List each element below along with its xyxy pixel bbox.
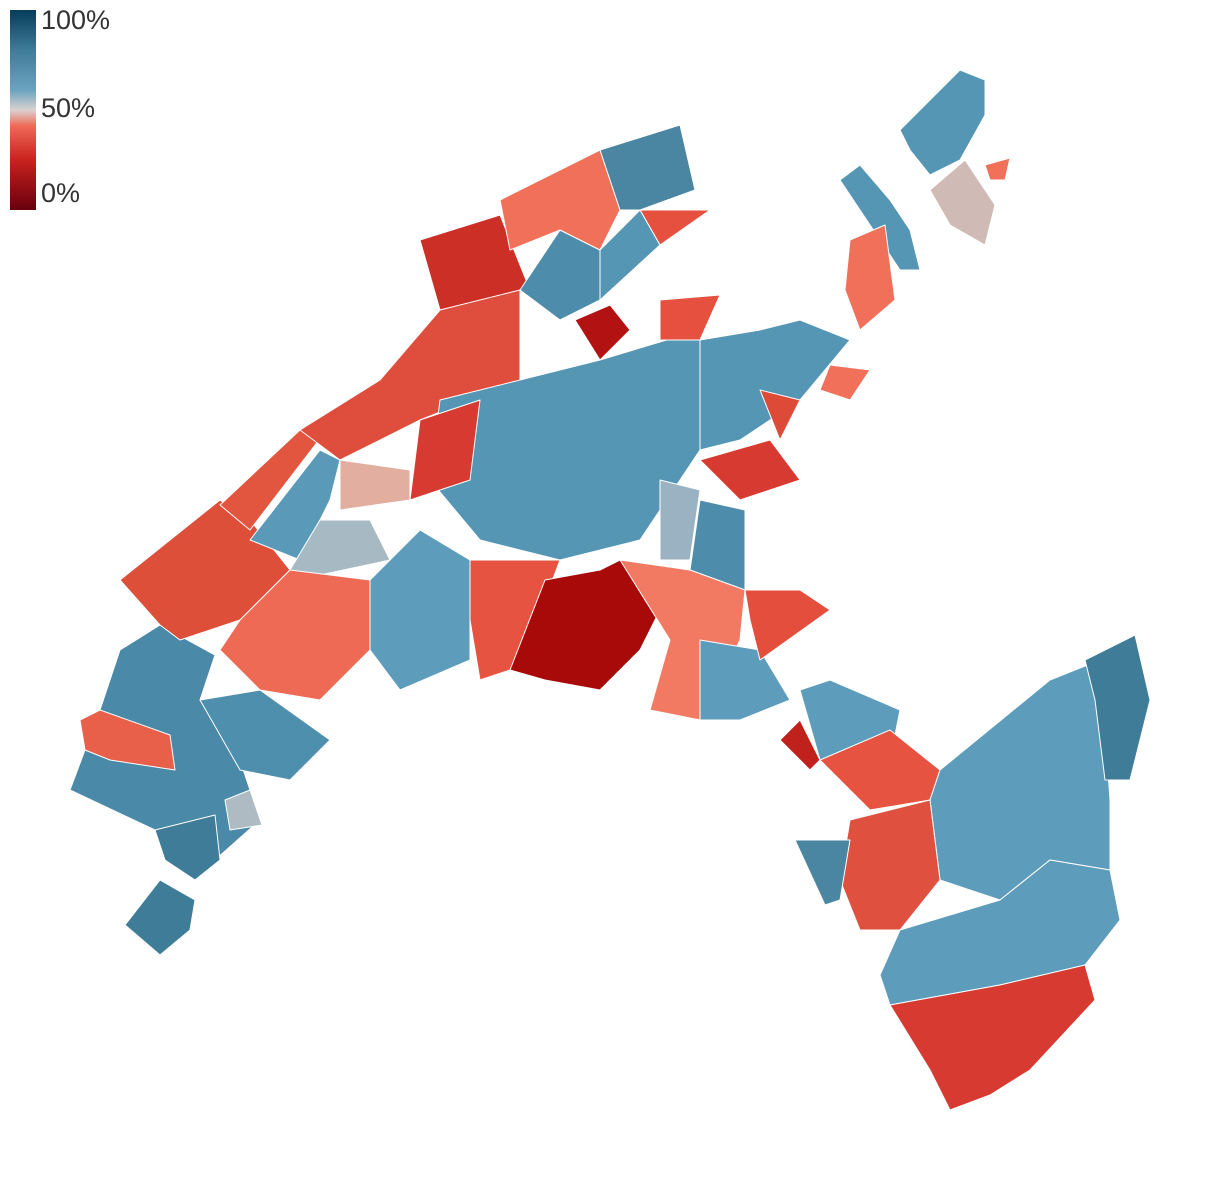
region [929, 659, 1111, 901]
region [154, 814, 221, 881]
colorbar-label: 100% [41, 5, 110, 35]
region [899, 69, 986, 176]
region [409, 399, 481, 501]
region [659, 479, 701, 561]
region [699, 319, 851, 451]
region [879, 859, 1121, 1006]
region [599, 124, 696, 211]
colorbar-label: 50% [41, 93, 95, 123]
region [794, 839, 851, 906]
region [839, 164, 921, 271]
region [844, 224, 896, 331]
region [369, 529, 471, 691]
region [199, 689, 331, 781]
region [599, 209, 661, 301]
region [819, 364, 871, 401]
region [1084, 634, 1151, 781]
region [889, 964, 1096, 1111]
region [574, 304, 631, 361]
region [929, 159, 996, 246]
municipalities [69, 69, 1151, 1111]
colorbar-label: 0% [41, 178, 80, 208]
region [984, 157, 1011, 181]
colorbar [10, 10, 36, 210]
region [124, 879, 196, 956]
region [224, 789, 263, 831]
legend: 100% 50% 0% [41, 5, 110, 208]
region [299, 289, 521, 461]
region [219, 569, 371, 701]
region [744, 589, 831, 661]
region [79, 709, 176, 771]
region [759, 389, 801, 441]
region [249, 449, 341, 561]
region [659, 294, 721, 341]
region [339, 459, 411, 511]
region [699, 439, 801, 501]
region [699, 639, 791, 721]
region [509, 559, 671, 691]
region [839, 799, 941, 931]
